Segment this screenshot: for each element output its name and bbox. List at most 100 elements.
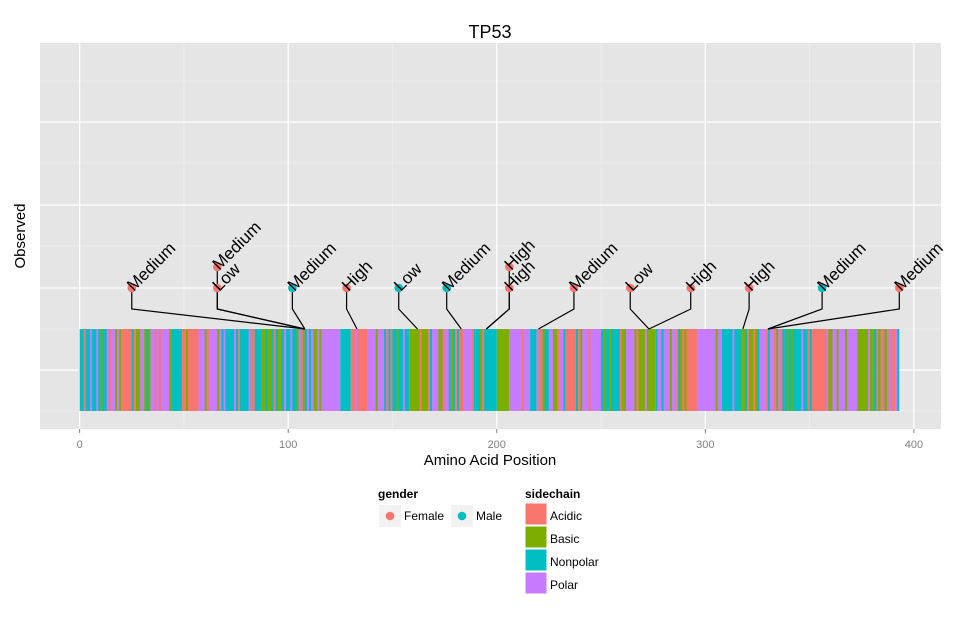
mutation-point [686, 283, 696, 293]
track-residue [384, 329, 387, 411]
track-residue [185, 329, 188, 411]
track-residue [807, 329, 810, 411]
track-residue [386, 329, 389, 411]
track-segment [104, 329, 122, 411]
track-residue [269, 329, 272, 411]
mutation-point [504, 262, 514, 272]
track-residue [277, 329, 280, 411]
track-residue [206, 329, 209, 411]
legend-male-label: Male [476, 509, 502, 523]
track-segment [302, 329, 314, 411]
connector-line [538, 288, 575, 330]
track-residue [897, 329, 900, 411]
track-residue [100, 329, 103, 411]
track-segment [759, 329, 785, 411]
track-residue [238, 329, 241, 411]
track-residue [542, 329, 545, 411]
track-residue [125, 329, 128, 411]
x-tick-label: 0 [77, 439, 83, 451]
connector-line [398, 288, 418, 330]
track-residue [809, 329, 812, 411]
mutation-point [744, 283, 754, 293]
track-residue [119, 329, 122, 411]
track-residue [747, 329, 750, 411]
track-residue [580, 329, 583, 411]
track-residue [279, 329, 282, 411]
mutation-point [442, 283, 452, 293]
track-residue [621, 329, 624, 411]
track-residue [684, 329, 687, 411]
connector-line [291, 288, 306, 330]
mutation-point [394, 283, 404, 293]
track-segment [742, 329, 760, 411]
track-segment [809, 329, 831, 411]
connector-line [648, 288, 692, 330]
track-residue [438, 329, 441, 411]
track-residue [90, 329, 93, 411]
track-residue [642, 329, 645, 411]
track-residue [146, 329, 149, 411]
track-residue [578, 329, 581, 411]
track-residue [774, 329, 777, 411]
track-residue [252, 329, 255, 411]
mutation-point [894, 283, 904, 293]
track-residue [634, 329, 637, 411]
connector-line [742, 288, 750, 330]
track-residue [776, 329, 779, 411]
track-residue [790, 329, 793, 411]
track-residue [115, 329, 118, 411]
x-axis-ticks: 0 100 200 300 400 [77, 429, 923, 451]
track-residue [884, 329, 887, 411]
track-residue [822, 329, 825, 411]
track-residue [828, 329, 831, 411]
track-residue [855, 329, 858, 411]
track-residue [427, 329, 430, 411]
track-residue [623, 329, 626, 411]
track-residue [753, 329, 756, 411]
track-residue [801, 329, 804, 411]
mutation-point [212, 262, 222, 272]
track-residue [636, 329, 639, 411]
track-residue [619, 329, 622, 411]
legend-nonpolar-swatch [524, 548, 548, 572]
protein-track [79, 329, 900, 411]
legend-acidic-label: Acidic [550, 509, 582, 523]
track-residue [309, 329, 312, 411]
track-segment [340, 329, 351, 411]
track-residue [300, 329, 303, 411]
track-residue [138, 329, 141, 411]
track-residue [142, 329, 145, 411]
legend-sidechain: sidechain Acidic Basic Nonpolar Polar [524, 487, 599, 595]
track-residue [880, 329, 883, 411]
track-residue [250, 329, 253, 411]
track-residue [615, 329, 618, 411]
mutation-points [127, 262, 904, 293]
track-residue [452, 329, 455, 411]
track-segment [321, 329, 341, 411]
connector-line [345, 288, 358, 330]
connector-line [485, 267, 510, 330]
track-segment [367, 329, 389, 411]
track-residue [402, 329, 405, 411]
track-residue [400, 329, 403, 411]
track-residue [104, 329, 107, 411]
legend-male-swatch [457, 511, 467, 521]
track-segment [830, 329, 856, 411]
mutation-point [569, 283, 579, 293]
track-residue [588, 329, 591, 411]
track-residue [419, 329, 422, 411]
track-residue [678, 329, 681, 411]
track-residue [826, 329, 829, 411]
track-residue [780, 329, 783, 411]
track-residue [396, 329, 399, 411]
track-segment [150, 329, 172, 411]
track-residue [102, 329, 105, 411]
track-residue [240, 329, 243, 411]
track-residue [423, 329, 426, 411]
track-residue [740, 329, 743, 411]
legend-nonpolar-label: Nonpolar [550, 555, 599, 569]
track-residue [302, 329, 305, 411]
mutation-point [127, 283, 137, 293]
track-residue [473, 329, 476, 411]
